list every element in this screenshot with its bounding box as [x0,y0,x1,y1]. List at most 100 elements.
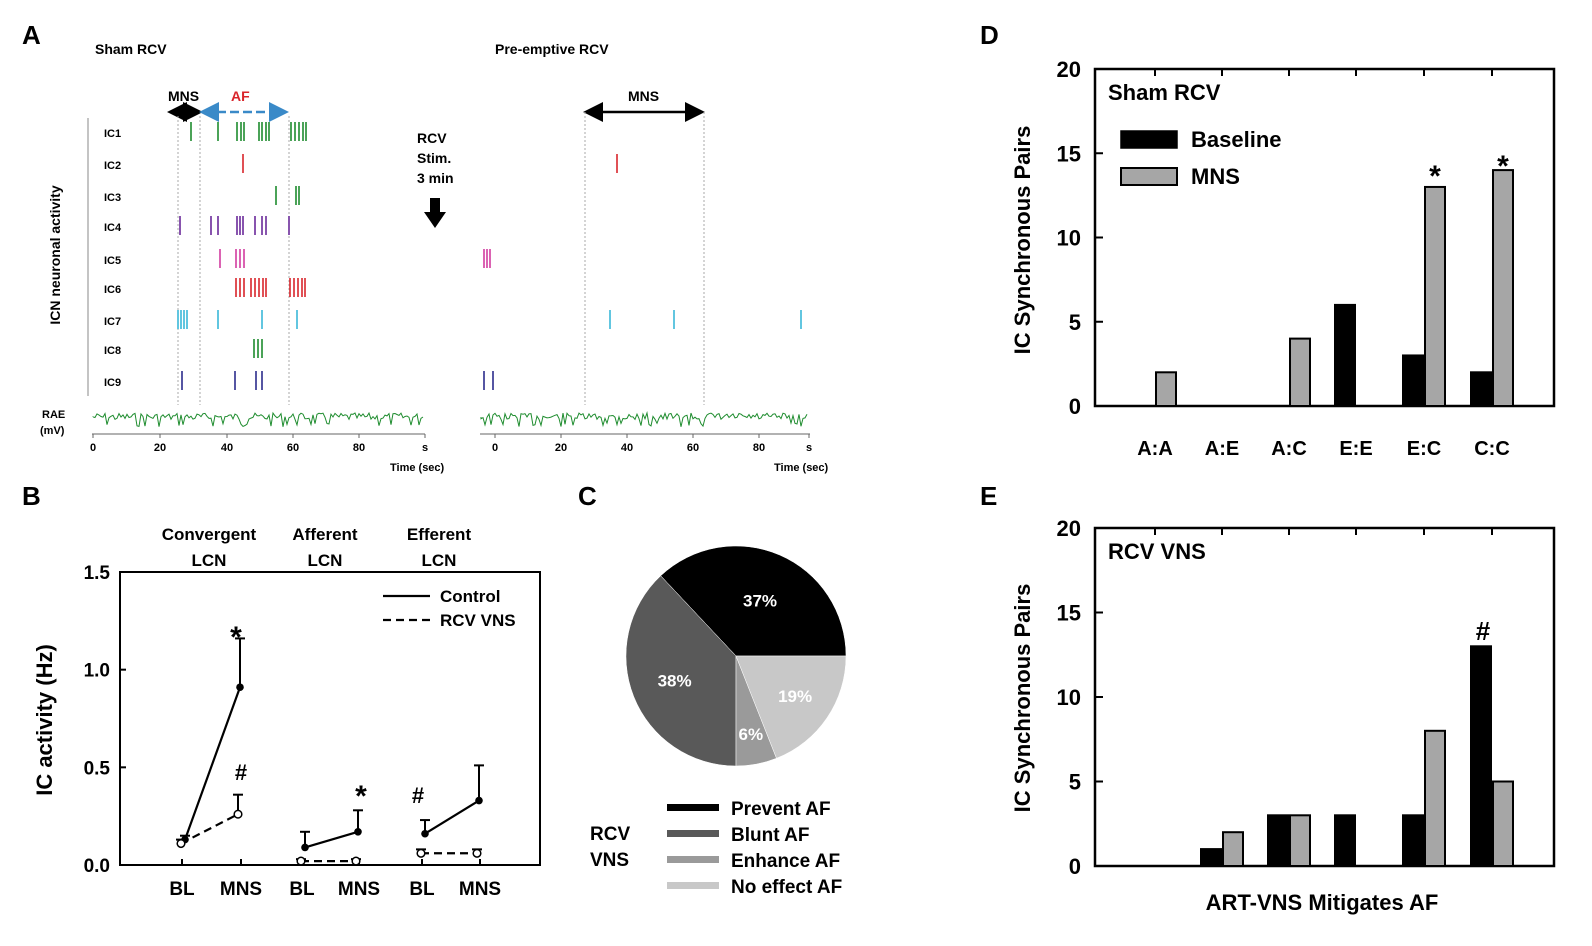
b-x-tick-label: MNS [338,879,380,900]
rae-trace-sham [92,411,424,428]
bar-mns [1155,371,1177,407]
b-sig-hash-convergent: # [235,760,247,785]
c-legend-group-vns: VNS [590,850,629,871]
bar-baseline [1334,814,1356,867]
c-legend-label: Enhance AF [731,851,840,872]
group-head-afferent: Afferent [292,525,358,544]
sham-af-label: AF [231,88,250,104]
sham-time-tick-label: s [422,442,428,454]
bar-category-label: A:A [1137,438,1173,460]
b-y-tick-label: 1.0 [84,661,110,682]
b-x-tick-label: BL [169,879,195,900]
c-legend-label: Blunt AF [731,825,809,846]
pre-time-tick-label: 40 [621,442,633,454]
bar-y-tick-label: 10 [1057,685,1081,710]
b-legend-label-rcv-vns: RCV VNS [440,611,516,630]
c-legend-group-rcv: RCV [590,824,630,845]
d-panel-title: Sham RCV [1108,80,1221,105]
bar-category-label: A:C [1271,438,1307,460]
bar-baseline [1200,848,1222,867]
b-point-control [475,796,483,805]
group-head-afferent-lcn: LCN [308,551,343,570]
panel-d-bar-chart: IC Synchronous Pairs Sham RCV 0 5 10 15 20 A:… [1010,57,1556,460]
bar-category-label: C:C [1474,438,1510,460]
preemptive-title: Pre-emptive RCV [495,41,609,57]
b-point-rcv-vns [233,809,243,819]
legend-label-mns: MNS [1191,164,1240,189]
e-sig-hash-cc: # [1476,616,1491,646]
legend-label-baseline: Baseline [1191,127,1282,152]
stim-line-1: RCV [417,130,447,146]
c-legend-label: No effect AF [731,877,842,898]
bar-y-tick-label: 5 [1069,770,1081,795]
bar-y-tick-label: 10 [1057,226,1081,251]
d-sig-star-ec: * [1429,160,1441,193]
bar-baseline [1402,354,1424,408]
pie-slice-blunt-af [625,575,737,767]
channel-label: IC7 [104,316,121,328]
rae-waveform [480,411,808,428]
bar-baseline [1334,303,1356,407]
d-sig-star-cc: * [1497,150,1509,183]
pie-slice-label: 37% [743,592,777,611]
pre-time-tick-label: s [806,442,812,454]
group-head-efferent: Efferent [407,525,472,544]
b-plot-frame [119,571,541,866]
bar-y-tick-label: 20 [1057,57,1081,82]
bar-category-label: E:C [1407,438,1441,460]
b-y-tick-label: 1.5 [84,563,111,584]
bar-baseline [1402,814,1424,867]
b-sig-hash-efferent: # [412,783,424,808]
c-legend-swatch [667,804,719,811]
bar-category-label: E:E [1339,438,1372,460]
panel-letter-b: B [22,481,41,511]
bar-y-tick-label: 5 [1069,310,1081,335]
d-y-axis-title: IC Synchronous Pairs [1010,126,1035,355]
panel-b-line-chart: Convergent LCN Afferent LCN Efferent LCN… [32,525,541,900]
sham-time-tick-label: 60 [287,442,299,454]
sham-title: Sham RCV [95,41,167,57]
e-panel-title: RCV VNS [1108,539,1206,564]
group-head-efferent-lcn: LCN [422,551,457,570]
bar-y-tick-label: 0 [1069,854,1081,879]
bar-mns [1424,729,1446,867]
bar-y-tick-label: 15 [1057,601,1081,626]
b-series-line-rcv-vns [180,813,239,845]
sham-time-label: Time (sec) [390,462,445,474]
panel-a-raster: Sham RCV Pre-emptive RCV MNS AF MNS ICN … [40,41,829,474]
bar-plot-frame [1093,67,1556,408]
sham-time-tick-label: 20 [154,442,166,454]
channel-label: IC2 [104,160,121,172]
channel-labels: IC1 IC2 IC3 IC4 IC5 IC6 IC7 IC8 IC9 [104,128,122,389]
panel-letter-d: D [980,20,999,50]
c-legend-label: Prevent AF [731,799,831,820]
c-legend-swatch [667,856,719,863]
channel-label: IC8 [104,345,121,357]
channel-label: IC4 [104,222,122,234]
b-point-rcv-vns [176,838,186,849]
pre-time-label: Time (sec) [774,462,829,474]
pre-time-tick-label: 0 [492,442,498,454]
bar-y-tick-label: 0 [1069,394,1081,419]
sham-time-tick-label: 40 [221,442,233,454]
pie-slice-label: 19% [778,687,812,706]
bar-mns [1424,185,1446,407]
pre-time-tick-label: 60 [687,442,699,454]
channel-label: IC3 [104,192,121,204]
bar-baseline [1470,371,1492,407]
channel-label: IC1 [104,128,121,140]
bar-baseline [1267,814,1289,867]
b-series-line-control [304,830,359,849]
b-x-tick-label: MNS [220,879,262,900]
c-legend-swatch [667,830,719,837]
b-x-tick-label: MNS [459,879,501,900]
b-y-axis-title: IC activity (Hz) [32,644,57,796]
rae-waveform [92,411,424,428]
b-series-line-control [424,799,480,835]
b-point-rcv-vns [472,848,482,858]
rae-trace-preemptive [480,411,808,428]
e-x-axis-title: ART-VNS Mitigates AF [1206,890,1439,915]
pie-slice-label: 6% [739,725,764,744]
group-head-convergent-lcn: LCN [192,551,227,570]
b-x-tick-label: BL [289,879,315,900]
